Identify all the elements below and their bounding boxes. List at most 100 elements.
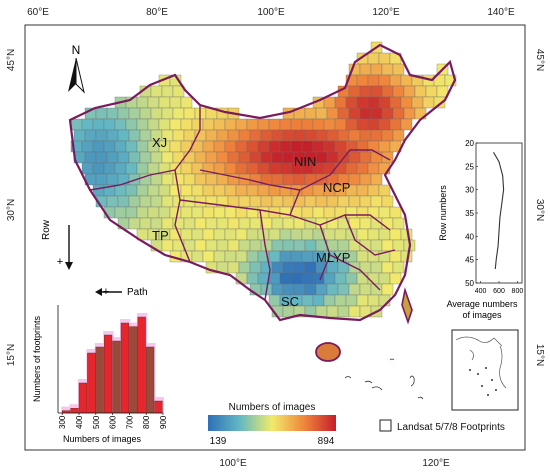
region-label-mlyp: MLYP	[316, 250, 350, 265]
footprint-cell	[312, 118, 325, 131]
south-sea-inset	[451, 329, 519, 411]
footprint-cell	[356, 250, 369, 263]
footprint-cell	[103, 162, 116, 175]
footprint-cell	[213, 162, 226, 175]
lon-tick: 100°E	[219, 458, 247, 469]
footprint-cell	[235, 140, 248, 153]
footprint-cell	[191, 118, 204, 131]
footprint-cell	[323, 294, 336, 307]
footprint-cell	[367, 162, 380, 175]
footprint-cell	[125, 162, 138, 175]
footprint-cell	[378, 206, 391, 219]
footprint-cell	[70, 118, 83, 131]
footprint-cell	[414, 85, 427, 98]
footprint-cell	[84, 151, 97, 164]
footprint-cell	[370, 151, 383, 164]
footprint-cell	[293, 261, 306, 274]
footprint-cell	[125, 118, 138, 131]
footprint-cell	[268, 272, 281, 285]
footprint-cell	[136, 118, 149, 131]
footprint-cell	[301, 206, 314, 219]
footprint-cell	[282, 195, 295, 208]
footprint-cell	[205, 173, 218, 186]
footprint-cell	[304, 239, 317, 252]
footprint-cell	[326, 107, 339, 120]
footprint-cell	[356, 228, 369, 241]
footprint-cell	[345, 96, 358, 109]
footprint-cell	[315, 107, 328, 120]
footprint-cell	[202, 250, 215, 263]
footprint-cell	[370, 85, 383, 98]
footprint-cell	[389, 272, 402, 285]
footprint-cell	[114, 162, 127, 175]
footprint-cell	[359, 129, 372, 142]
footprint-cell	[370, 195, 383, 208]
footprint-cell	[147, 206, 160, 219]
footprint-cell	[334, 294, 347, 307]
footprint-cell	[323, 96, 336, 109]
footprint-cell	[216, 129, 229, 142]
footprint-cell	[392, 129, 405, 142]
footprint-cell	[180, 96, 193, 109]
lat-tick: 45°N	[6, 49, 17, 71]
footprint-cell	[290, 140, 303, 153]
footprint-cell	[312, 140, 325, 153]
footprint-cell	[106, 129, 119, 142]
footprint-cell	[84, 129, 97, 142]
footprint-cell	[92, 118, 105, 131]
profile-y-tick-label: 50	[465, 279, 474, 288]
footprint-cell	[125, 140, 138, 153]
profile-y-tick-label: 20	[465, 139, 474, 148]
footprint-cell	[326, 129, 339, 142]
footprint-cell	[378, 52, 391, 65]
footprint-cell	[315, 151, 328, 164]
footprint-cell	[114, 206, 127, 219]
histogram-x-tick-label: 900	[159, 415, 168, 429]
footprint-cell	[202, 206, 215, 219]
footprint-cell	[359, 283, 372, 296]
footprint-cell	[326, 305, 339, 318]
footprint-cell	[150, 107, 163, 120]
footprint-cell	[246, 272, 259, 285]
footprint-cell	[282, 217, 295, 230]
histogram-x-tick-label: 700	[125, 415, 134, 429]
footprint-cell	[172, 129, 185, 142]
footprint-cell	[224, 162, 237, 175]
footprint-cell	[334, 162, 347, 175]
footprint-cell	[293, 239, 306, 252]
profile-y-tick-label: 30	[465, 186, 474, 195]
profile-y-tick-label: 45	[465, 256, 474, 265]
legend-min: 139	[210, 436, 227, 447]
footprint-cell	[315, 129, 328, 142]
row-direction: Row +	[41, 219, 73, 270]
footprint-cell	[304, 261, 317, 274]
footprint-cell	[304, 283, 317, 296]
footprint-cell	[147, 184, 160, 197]
footprint-cell	[103, 118, 116, 131]
footprint-cell	[213, 228, 226, 241]
footprint-cell	[224, 250, 237, 263]
footprint-cell	[268, 140, 281, 153]
footprint-cell	[334, 118, 347, 131]
footprint-cell	[249, 261, 262, 274]
footprint-cell	[271, 129, 284, 142]
footprint-cell	[337, 195, 350, 208]
footprint-cell	[227, 129, 240, 142]
north-label: N	[72, 43, 81, 57]
histogram-x-tick-label: 600	[109, 415, 118, 429]
region-labels: XJ NIN NCP TP MLYP SC	[152, 135, 350, 309]
footprint-cell	[257, 140, 270, 153]
footprint-cell	[246, 118, 259, 131]
footprint-cell	[279, 162, 292, 175]
footprint-cell	[213, 206, 226, 219]
footprint-cell	[216, 217, 229, 230]
footprint-cell	[106, 107, 119, 120]
footprint-cell	[139, 195, 152, 208]
footprint-cell	[147, 118, 160, 131]
lon-ticks-bottom: 100°E 120°E	[219, 458, 450, 469]
footprint-cell	[194, 173, 207, 186]
histogram-bar	[103, 334, 113, 414]
footprint-cell	[260, 151, 273, 164]
footprint-cell	[337, 129, 350, 142]
